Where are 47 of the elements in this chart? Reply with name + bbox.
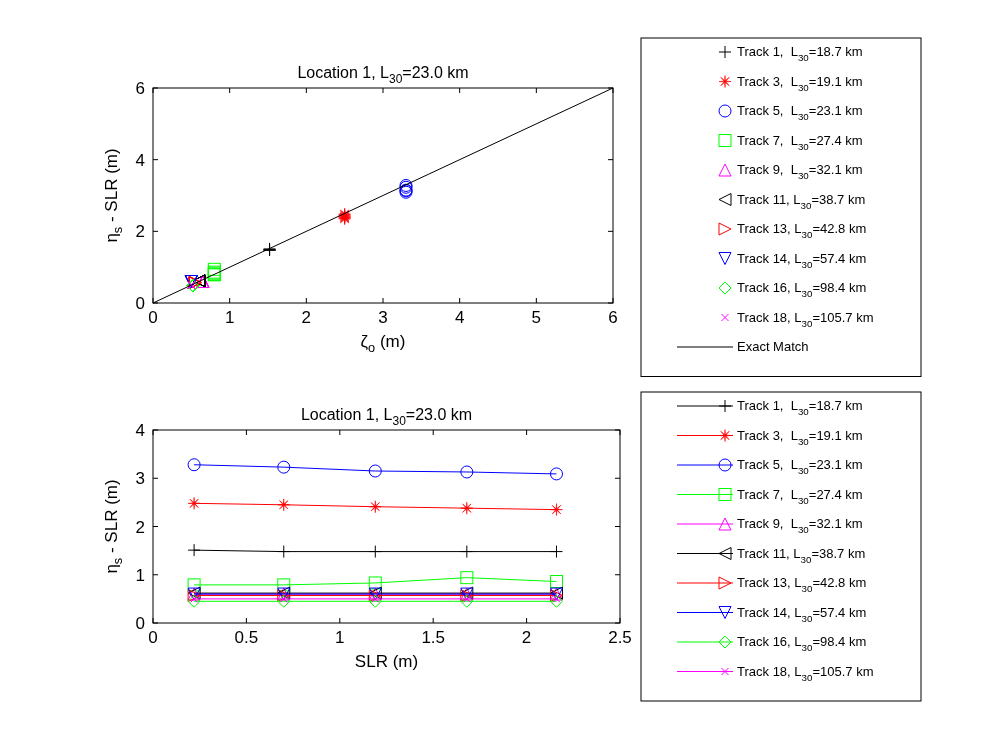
legend-label: Track 1, L$_{30}$=18.7 km: [737, 398, 863, 417]
legend-label: Track 16, L$_{30}$=98.4 km: [737, 634, 867, 653]
legend-label: Track 7, L$_{30}$=27.4 km: [737, 486, 863, 506]
legend-label: Track 13, L$_{30}$=42.8 km: [737, 221, 867, 240]
y-tick-label: 0: [135, 614, 145, 633]
legend-label: Track 7, L$_{30}$=27.4 km: [737, 132, 863, 152]
x-tick-label: 0: [148, 628, 158, 647]
legend-label: Track 11, L$_{30}$=38.7 km: [737, 545, 866, 565]
x-tick-label: 2.5: [608, 628, 632, 647]
y-tick-label: 1: [135, 565, 145, 585]
y-tick-label: 6: [135, 79, 145, 98]
x-tick-label: 1: [335, 628, 345, 647]
x-tick-label: 1.5: [421, 628, 446, 647]
y-tick-label: 4: [135, 150, 145, 170]
y-tick-label: 4: [135, 421, 145, 440]
x-tick-label: 0: [148, 308, 158, 327]
x-tick-label: 0.5: [234, 628, 259, 647]
x-tick-label: 2: [521, 628, 532, 647]
legend-label: Exact Match: [737, 339, 809, 354]
y-tick-label: 3: [135, 469, 145, 489]
legend-label: Track 9, L$_{30}$=32.1 km: [737, 516, 863, 535]
legend-label: Track 18, L$_{30}$=105.7 km: [737, 309, 874, 329]
legend-label: Track 18, L$_{30}$=105.7 km: [737, 663, 874, 683]
legend-label: Track 11, L$_{30}$=38.7 km: [737, 191, 866, 211]
y-tick-label: 0: [135, 294, 145, 313]
x-tick-label: 5: [531, 308, 542, 327]
legend-label: Track 16, L$_{30}$=98.4 km: [737, 280, 867, 299]
chart-title: Location 1, L$_{30}$=23.0 km: [300, 406, 473, 428]
x-tick-label: 1: [224, 308, 235, 327]
legend-label: Track 1, L$_{30}$=18.7 km: [737, 44, 863, 63]
y-tick-label: 2: [135, 517, 145, 537]
legend-label: Track 13, L$_{30}$=42.8 km: [737, 575, 867, 594]
x-axis-title: ζ$_{o}$ (m): [360, 332, 406, 355]
legend-label: Track 14, L$_{30}$=57.4 km: [737, 250, 867, 270]
legend-label: Track 5, L$_{30}$=23.1 km: [737, 457, 863, 476]
x-tick-label: 3: [378, 308, 388, 327]
x-tick-label: 2: [301, 308, 312, 327]
x-axis-title: SLR (m): [354, 652, 419, 671]
legend-label: Track 5, L$_{30}$=23.1 km: [737, 103, 863, 122]
legend-label: Track 3, L$_{30}$=19.1 km: [737, 427, 863, 447]
y-tick-label: 2: [135, 222, 145, 242]
x-tick-label: 6: [608, 308, 618, 327]
chart-title: Location 1, L$_{30}$=23.0 km: [297, 64, 469, 86]
legend-label: Track 3, L$_{30}$=19.1 km: [737, 73, 863, 93]
x-tick-label: 4: [454, 308, 465, 327]
legend-label: Track 14, L$_{30}$=57.4 km: [737, 604, 867, 624]
legend-label: Track 9, L$_{30}$=32.1 km: [737, 162, 863, 181]
